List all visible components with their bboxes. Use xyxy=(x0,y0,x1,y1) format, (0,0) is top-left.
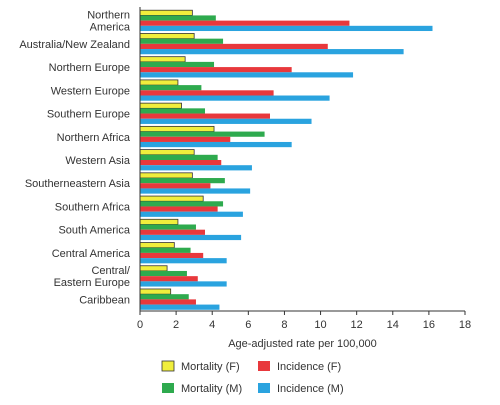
legend-swatch xyxy=(162,383,174,393)
legend-label: Incidence (F) xyxy=(277,361,341,373)
x-tick-label: 2 xyxy=(173,319,179,331)
category-label: Central America xyxy=(52,248,131,260)
x-tick-label: 4 xyxy=(209,319,215,331)
bar-mortality-m-2 xyxy=(140,61,215,68)
bar-incidence-f-2 xyxy=(140,67,292,73)
x-tick-label: 18 xyxy=(459,319,471,331)
bar-mortality-m-5 xyxy=(140,131,265,137)
category-label: Northern Europe xyxy=(49,62,130,74)
bar-incidence-f-8 xyxy=(140,206,218,212)
bar-incidence-f-9 xyxy=(140,229,205,235)
bar-incidence-m-2 xyxy=(140,72,354,78)
legend-swatch xyxy=(258,383,270,393)
bar-mortality-f-3 xyxy=(139,79,179,86)
x-tick-label: 16 xyxy=(423,319,435,331)
x-axis-ticks: 0 2 4 6 8 10 12 14 16 18 xyxy=(137,311,471,331)
bar-mortality-m-9 xyxy=(140,224,196,230)
bar-mortality-m-1 xyxy=(140,38,224,44)
bar-mortality-m-8 xyxy=(140,201,224,207)
bar-incidence-f-12 xyxy=(140,299,196,305)
legend-label: Incidence (M) xyxy=(277,383,344,395)
bar-mortality-f-5 xyxy=(139,125,215,132)
bar-incidence-m-4 xyxy=(140,118,312,124)
bar-mortality-f-11 xyxy=(139,265,168,272)
bar-mortality-f-9 xyxy=(139,218,179,225)
category-label: Eastern Europe xyxy=(54,277,130,289)
bar-mortality-f-7 xyxy=(139,172,193,179)
bar-mortality-f-2 xyxy=(139,56,186,63)
category-label: Northern xyxy=(87,10,130,22)
category-label: Southern Africa xyxy=(55,202,131,214)
category-label: Caribbean xyxy=(79,294,130,306)
bar-incidence-f-5 xyxy=(140,136,231,142)
bar-mortality-m-11 xyxy=(140,270,187,277)
legend-label: Mortality (F) xyxy=(181,361,240,373)
category-label: Northern Africa xyxy=(57,132,131,144)
legend: Mortality (F) Incidence (F) Mortality (M) I… xyxy=(161,360,344,395)
bar-mortality-m-12 xyxy=(140,294,189,300)
bar-incidence-m-8 xyxy=(140,211,243,217)
bar-mortality-m-0 xyxy=(140,15,216,21)
bar-incidence-f-10 xyxy=(140,252,204,259)
x-tick-label: 6 xyxy=(245,319,251,331)
bar-incidence-m-6 xyxy=(140,165,252,171)
bar-incidence-m-11 xyxy=(140,281,227,287)
category-label: Southerneastern Asia xyxy=(25,178,131,190)
bar-incidence-m-0 xyxy=(140,25,433,32)
category-label: South America xyxy=(58,225,130,237)
x-tick-label: 14 xyxy=(387,319,399,331)
bar-mortality-m-6 xyxy=(140,154,218,160)
category-label: America xyxy=(90,22,131,34)
bar-mortality-f-12 xyxy=(139,288,172,295)
x-tick-label: 0 xyxy=(137,319,143,331)
legend-swatch xyxy=(258,361,270,371)
bar-incidence-f-11 xyxy=(140,276,198,282)
bar-incidence-m-5 xyxy=(140,141,292,148)
bar-incidence-f-3 xyxy=(140,90,274,96)
bar-incidence-f-0 xyxy=(140,20,350,26)
bar-incidence-m-9 xyxy=(140,234,242,241)
bar-incidence-f-1 xyxy=(140,43,328,50)
bar-mortality-m-7 xyxy=(140,178,225,184)
x-tick-label: 8 xyxy=(281,319,287,331)
bar-mortality-m-3 xyxy=(140,85,202,91)
x-axis-title: Age-adjusted rate per 100,000 xyxy=(228,338,377,350)
legend-label: Mortality (M) xyxy=(181,383,242,395)
bar-incidence-f-6 xyxy=(140,160,222,166)
bar-incidence-f-4 xyxy=(140,113,270,119)
bar-incidence-m-1 xyxy=(140,49,404,55)
bar-mortality-m-4 xyxy=(140,108,205,114)
category-label: Western Europe xyxy=(51,85,130,97)
legend-swatch xyxy=(161,360,175,372)
bar-incidence-f-7 xyxy=(140,183,211,189)
bar-mortality-f-4 xyxy=(139,102,182,109)
category-label: Southern Europe xyxy=(47,109,130,121)
bar-mortality-f-10 xyxy=(139,242,175,249)
x-tick-label: 12 xyxy=(351,319,363,331)
bar-incidence-m-12 xyxy=(140,304,220,310)
bar-mortality-m-10 xyxy=(140,247,191,253)
category-label: Central/ xyxy=(91,265,130,277)
bars-group xyxy=(139,9,433,310)
bar-mortality-f-1 xyxy=(139,33,195,40)
bar-mortality-f-8 xyxy=(139,195,204,202)
bar-incidence-m-3 xyxy=(140,95,330,101)
bar-incidence-m-7 xyxy=(140,188,251,194)
bar-mortality-f-0 xyxy=(139,9,193,16)
x-tick-label: 10 xyxy=(314,319,326,331)
bar-incidence-m-10 xyxy=(140,258,227,264)
category-label: Western Asia xyxy=(65,155,130,167)
bar-mortality-f-6 xyxy=(139,149,195,156)
category-label: Australia/New Zealand xyxy=(19,39,130,51)
